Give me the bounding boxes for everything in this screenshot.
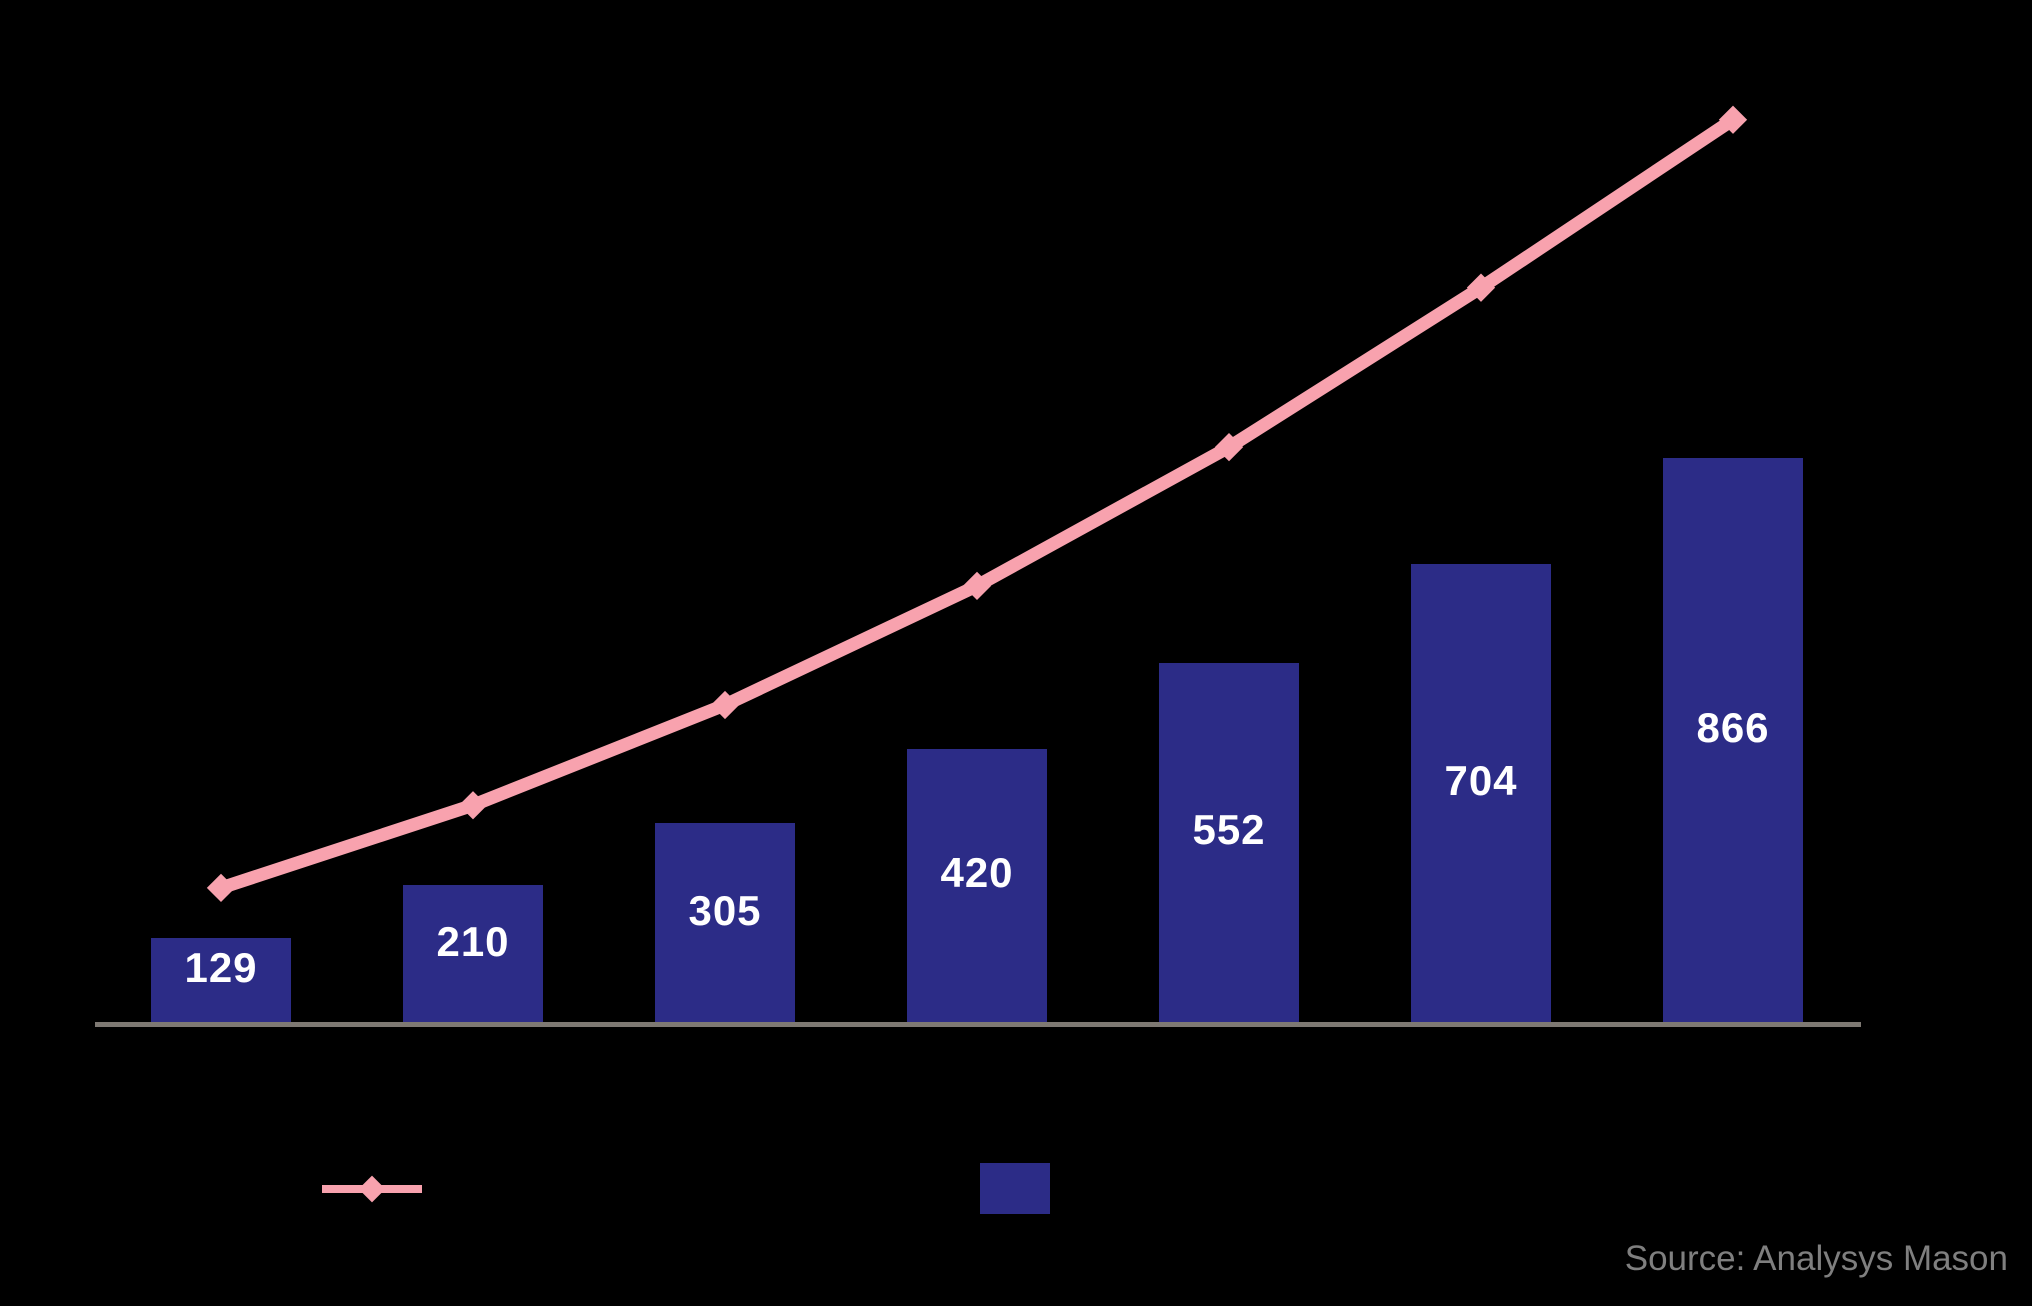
- legend-diamond-icon: [358, 1175, 386, 1203]
- diamond-marker-icon: [1718, 105, 1748, 134]
- bar: [655, 823, 795, 1022]
- bar-data-label: 552: [1192, 806, 1266, 854]
- bar: [151, 938, 291, 1022]
- bar-data-label: 704: [1444, 756, 1518, 804]
- legend-bar-swatch: [980, 1163, 1050, 1214]
- bar-data-label: 129: [184, 944, 258, 991]
- bar: [1411, 563, 1551, 1022]
- legend-line-swatch: [322, 1175, 422, 1203]
- diamond-marker-icon: [710, 690, 740, 720]
- diamond-marker-icon: [206, 873, 236, 903]
- diamond-marker-icon: [1214, 433, 1244, 462]
- diamond-marker-icon: [1466, 273, 1496, 302]
- line-series-path: [218, 114, 1737, 895]
- bar: [907, 748, 1047, 1022]
- bar-data-label: 210: [436, 917, 510, 965]
- diamond-marker-icon: [962, 571, 992, 600]
- bar-data-label: 420: [940, 849, 1014, 897]
- x-axis-line: [95, 1022, 1861, 1027]
- bar-data-label: 866: [1696, 704, 1770, 752]
- bar: [403, 885, 543, 1022]
- source-note: Source: Analysys Mason: [1624, 1239, 2008, 1278]
- diamond-marker-icon: [458, 791, 488, 820]
- bar: [1159, 662, 1299, 1022]
- bar-data-label: 305: [688, 886, 762, 934]
- bar: [1663, 458, 1803, 1022]
